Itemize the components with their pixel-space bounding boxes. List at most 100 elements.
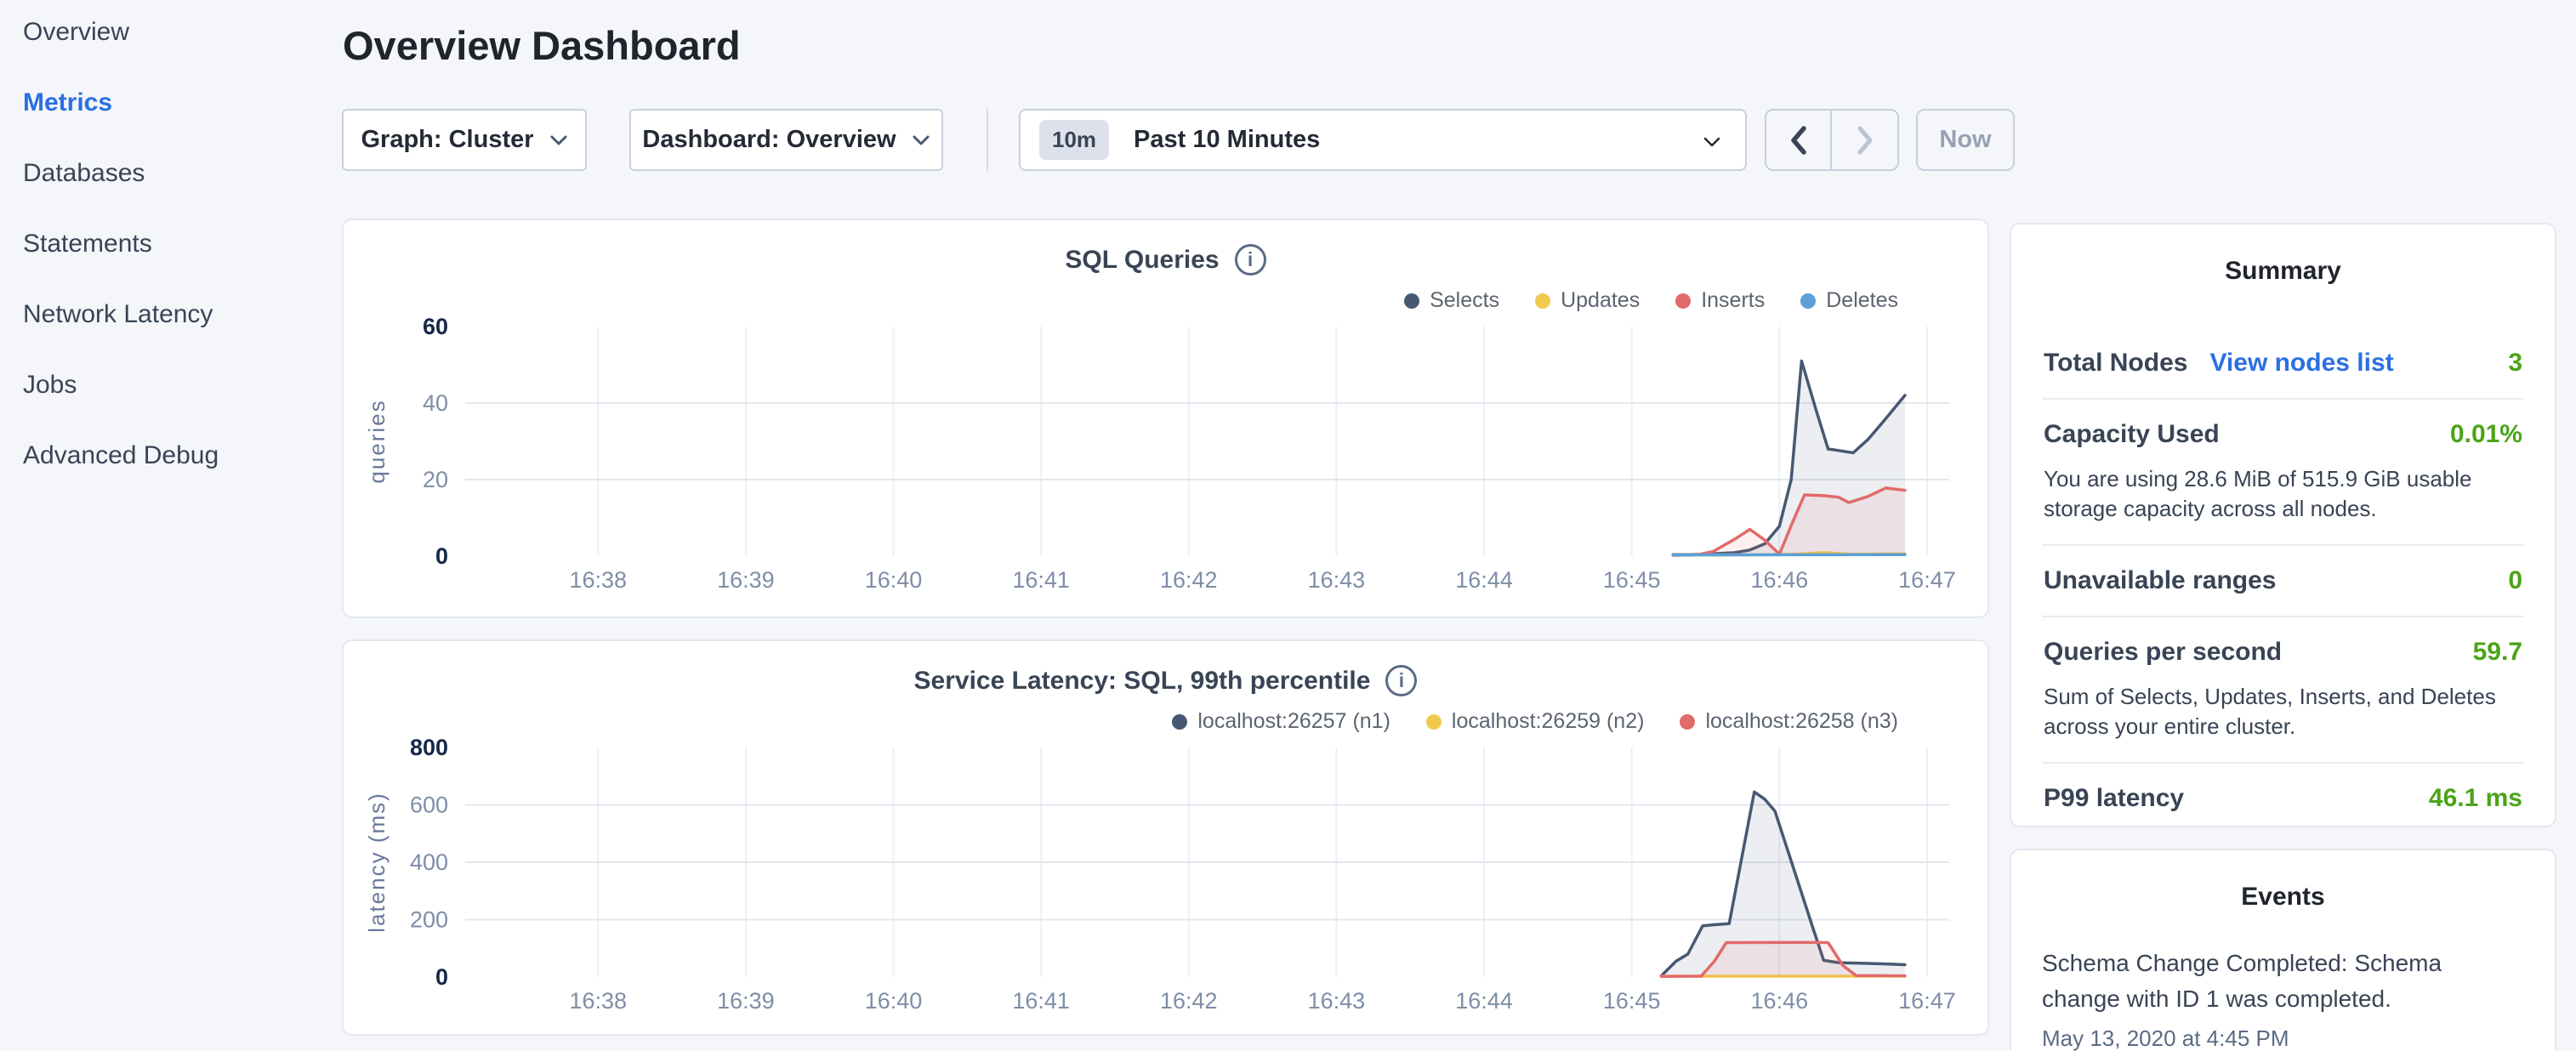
svg-text:latency (ms): latency (ms): [364, 792, 390, 933]
legend-item-selects[interactable]: Selects: [1404, 288, 1499, 313]
svg-text:16:41: 16:41: [1012, 988, 1070, 1014]
legend-label: localhost:26259 (n2): [1452, 709, 1645, 734]
stat-label: Total Nodes: [2044, 349, 2187, 378]
svg-text:16:38: 16:38: [569, 988, 627, 1014]
svg-text:16:42: 16:42: [1160, 988, 1218, 1014]
svg-text:16:43: 16:43: [1308, 567, 1366, 593]
sidebar-item-metrics[interactable]: Metrics: [23, 67, 340, 138]
chevron-down-icon: [549, 134, 568, 146]
svg-text:16:40: 16:40: [865, 567, 923, 593]
svg-text:16:46: 16:46: [1751, 988, 1809, 1014]
stat-label: Unavailable ranges: [2044, 566, 2276, 595]
stat-value: 3: [2508, 349, 2522, 378]
chart-legend: Selects Updates Inserts Deletes: [1404, 288, 1898, 313]
sidebar-item-databases[interactable]: Databases: [23, 138, 340, 208]
sidebar-item-overview[interactable]: Overview: [23, 0, 340, 67]
svg-text:16:39: 16:39: [717, 988, 775, 1014]
now-button-label: Now: [1939, 126, 1991, 154]
legend-label: Deletes: [1826, 288, 1898, 313]
svg-text:16:45: 16:45: [1603, 988, 1661, 1014]
legend-item-localhost-26259-n2-[interactable]: localhost:26259 (n2): [1426, 709, 1645, 734]
svg-text:400: 400: [410, 849, 448, 875]
sidebar-item-statements[interactable]: Statements: [23, 208, 340, 279]
summary-rows: Total Nodes View nodes list 3 Capacity Used…: [2011, 328, 2555, 833]
legend-dot-icon: [1172, 714, 1187, 730]
legend-item-deletes[interactable]: Deletes: [1800, 288, 1898, 313]
legend-item-updates[interactable]: Updates: [1535, 288, 1640, 313]
stat-value: 0.01%: [2450, 420, 2522, 449]
event-item[interactable]: Schema Change Completed: Schema change w…: [2042, 946, 2524, 1051]
chart-title: Service Latency: SQL, 99th percentile: [914, 667, 1371, 696]
sidebar-nav: OverviewMetricsDatabasesStatementsNetwor…: [23, 0, 340, 491]
svg-text:16:40: 16:40: [865, 988, 923, 1014]
sql-queries-plot: 16:3816:3916:4016:4116:4216:4316:4416:45…: [344, 314, 1991, 594]
summary-stat-capacity-used: Capacity Used0.01%You are using 28.6 MiB…: [2042, 398, 2524, 544]
stat-label: Capacity Used: [2044, 420, 2220, 449]
controls-divider: [987, 109, 988, 171]
summary-stat-queries-per-second: Queries per second 59.7 Sum of Selects, Up…: [2042, 616, 2524, 762]
prev-time-button[interactable]: [1766, 111, 1832, 169]
sidebar-item-network-latency[interactable]: Network Latency: [23, 279, 340, 349]
chart-legend: localhost:26257 (n1) localhost:26259 (n2)…: [1172, 709, 1898, 734]
legend-dot-icon: [1404, 293, 1419, 309]
stat-value: 46.1 ms: [2429, 784, 2522, 813]
legend-dot-icon: [1675, 293, 1691, 309]
svg-text:40: 40: [423, 390, 448, 416]
summary-title: Summary: [2011, 257, 2555, 286]
svg-text:60: 60: [423, 314, 448, 339]
legend-item-localhost-26257-n1-[interactable]: localhost:26257 (n1): [1172, 709, 1390, 734]
legend-item-localhost-26258-n3-[interactable]: localhost:26258 (n3): [1680, 709, 1898, 734]
header-controls: Graph: Cluster Dashboard: Overview 10m P…: [342, 109, 2094, 171]
now-button[interactable]: Now: [1916, 109, 2015, 171]
svg-text:16:47: 16:47: [1898, 988, 1956, 1014]
service-latency-plot: 16:3816:3916:4016:4116:4216:4316:4416:45…: [344, 735, 1991, 1015]
chart-title: SQL Queries: [1065, 246, 1219, 275]
events-title: Events: [2011, 883, 2555, 912]
chevron-down-icon: [912, 134, 930, 146]
chevron-right-icon: [1854, 123, 1876, 157]
time-range-badge: 10m: [1039, 120, 1109, 160]
event-timestamp: May 13, 2020 at 4:45 PM: [2042, 1025, 2524, 1051]
svg-text:0: 0: [435, 543, 448, 569]
svg-text:20: 20: [423, 467, 448, 492]
info-icon[interactable]: i: [1235, 244, 1266, 276]
svg-text:200: 200: [410, 907, 448, 933]
svg-text:queries: queries: [364, 399, 390, 483]
legend-label: Updates: [1561, 288, 1640, 313]
legend-dot-icon: [1535, 293, 1550, 309]
legend-dot-icon: [1800, 293, 1816, 309]
event-text: Schema Change Completed: Schema change w…: [2042, 946, 2524, 1017]
dashboard-dropdown-label: Dashboard: Overview: [642, 126, 896, 154]
sql-queries-chart-card: SQL Queries i Selects Updates Inserts Delet…: [342, 219, 1989, 618]
time-range-selector[interactable]: 10m Past 10 Minutes: [1019, 109, 1747, 171]
chevron-left-icon: [1788, 123, 1810, 157]
sidebar-item-jobs[interactable]: Jobs: [23, 349, 340, 420]
summary-panel: Summary Total Nodes View nodes list 3 Capac…: [2010, 223, 2556, 827]
stat-label: Queries per second: [2044, 638, 2282, 667]
time-step-buttons: [1765, 109, 1899, 171]
view-nodes-list-link[interactable]: View nodes list: [2209, 349, 2393, 378]
summary-stat-unavailable-ranges: Unavailable ranges0: [2042, 544, 2524, 616]
svg-text:0: 0: [435, 964, 448, 990]
info-icon[interactable]: i: [1385, 665, 1417, 696]
svg-text:16:46: 16:46: [1751, 567, 1809, 593]
chevron-down-icon: [1703, 136, 1721, 148]
graph-dropdown-label: Graph: Cluster: [361, 126, 533, 154]
graph-dropdown[interactable]: Graph: Cluster: [342, 109, 587, 171]
svg-text:16:39: 16:39: [717, 567, 775, 593]
svg-text:16:41: 16:41: [1012, 567, 1070, 593]
next-time-button[interactable]: [1832, 111, 1897, 169]
time-range-label: Past 10 Minutes: [1134, 126, 1320, 154]
legend-item-inserts[interactable]: Inserts: [1675, 288, 1765, 313]
svg-text:16:43: 16:43: [1308, 988, 1366, 1014]
events-list: Schema Change Completed: Schema change w…: [2011, 946, 2555, 1051]
legend-dot-icon: [1426, 714, 1442, 730]
stat-value: 59.7: [2473, 638, 2522, 667]
legend-label: localhost:26258 (n3): [1705, 709, 1898, 734]
sidebar-item-advanced-debug[interactable]: Advanced Debug: [23, 420, 340, 491]
legend-dot-icon: [1680, 714, 1695, 730]
stat-description: Sum of Selects, Updates, Inserts, and De…: [2044, 682, 2522, 741]
sidebar: OverviewMetricsDatabasesStatementsNetwor…: [0, 0, 340, 1051]
dashboard-dropdown[interactable]: Dashboard: Overview: [629, 109, 943, 171]
summary-stat-total-nodes: Total Nodes View nodes list 3: [2042, 328, 2524, 398]
